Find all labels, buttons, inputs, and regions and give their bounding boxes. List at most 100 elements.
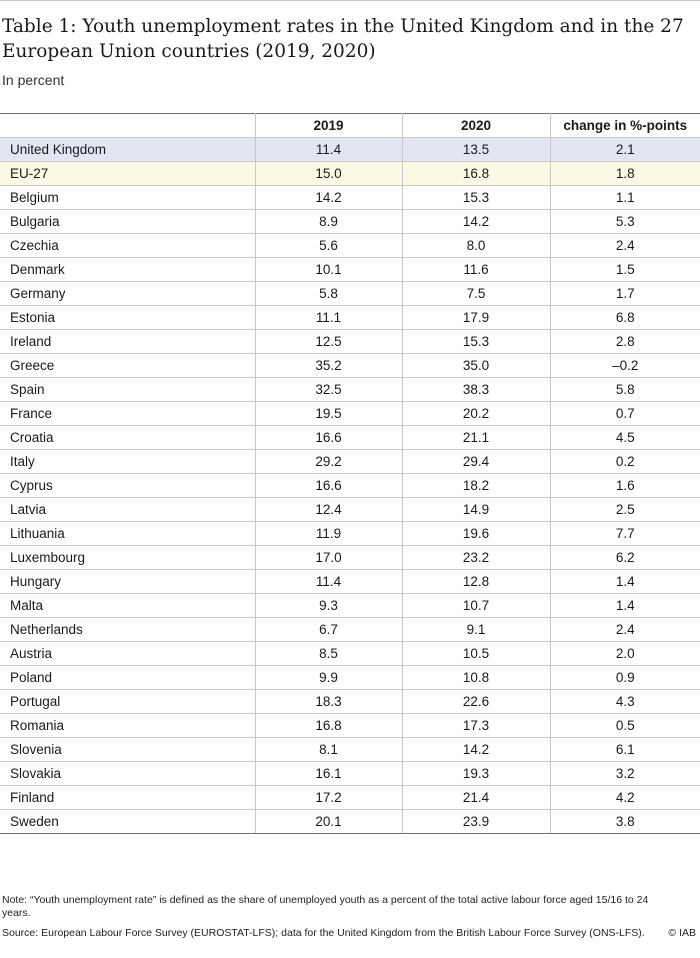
table-body: United Kingdom 11.4 13.5 2.1 EU-27 15.0 16.8 1.… (0, 137, 700, 834)
country-cell: Cyprus (0, 473, 256, 498)
country-cell: Bulgaria (0, 209, 256, 234)
country-cell: Malta (0, 593, 256, 618)
value-2019-cell: 12.4 (254, 497, 403, 522)
source-line: Source: European Labour Force Survey (EU… (2, 927, 645, 939)
change-cell: 1.8 (549, 161, 700, 186)
table-row: France 19.5 20.2 0.7 (0, 401, 700, 426)
change-cell: 7.7 (549, 521, 700, 546)
value-2019-cell: 16.8 (254, 713, 403, 738)
value-2020-cell: 38.3 (401, 377, 551, 402)
value-2020-cell: 10.7 (401, 593, 551, 618)
value-2020-cell: 14.9 (401, 497, 551, 522)
table-row: Bulgaria 8.9 14.2 5.3 (0, 209, 700, 234)
value-2020-cell: 17.9 (401, 305, 551, 330)
country-cell: Poland (0, 665, 256, 690)
table-row: Germany 5.8 7.5 1.7 (0, 281, 700, 306)
value-2019-cell: 18.3 (254, 689, 403, 714)
table-row: Lithuania 11.9 19.6 7.7 (0, 521, 700, 546)
country-cell: Belgium (0, 185, 256, 210)
table-row: United Kingdom 11.4 13.5 2.1 (0, 137, 700, 162)
table-subtitle: In percent (2, 72, 65, 88)
change-cell: 6.2 (549, 545, 700, 570)
value-2019-cell: 8.9 (254, 209, 403, 234)
change-cell: 2.1 (549, 137, 700, 162)
table-row: Finland 17.2 21.4 4.2 (0, 785, 700, 810)
change-cell: 2.0 (549, 641, 700, 666)
value-2019-cell: 19.5 (254, 401, 403, 426)
value-2020-cell: 15.3 (401, 185, 551, 210)
change-cell: –0.2 (549, 353, 700, 378)
change-cell: 6.8 (549, 305, 700, 330)
table-row: Spain 32.5 38.3 5.8 (0, 377, 700, 402)
value-2019-cell: 6.7 (254, 617, 403, 642)
country-cell: Germany (0, 281, 256, 306)
value-2019-cell: 15.0 (254, 161, 403, 186)
value-2019-cell: 8.5 (254, 641, 403, 666)
country-cell: Slovakia (0, 761, 256, 786)
value-2019-cell: 9.9 (254, 665, 403, 690)
table-row: Poland 9.9 10.8 0.9 (0, 665, 700, 690)
value-2019-cell: 16.6 (254, 425, 403, 450)
country-cell: Sweden (0, 809, 256, 834)
table-row: Romania 16.8 17.3 0.5 (0, 713, 700, 738)
change-cell: 1.4 (549, 569, 700, 594)
header-country (0, 113, 256, 138)
value-2020-cell: 22.6 (401, 689, 551, 714)
country-cell: Spain (0, 377, 256, 402)
table-row: Italy 29.2 29.4 0.2 (0, 449, 700, 474)
value-2020-cell: 9.1 (401, 617, 551, 642)
change-cell: 3.8 (549, 809, 700, 834)
value-2020-cell: 16.8 (401, 161, 551, 186)
value-2020-cell: 10.5 (401, 641, 551, 666)
value-2020-cell: 11.6 (401, 257, 551, 282)
value-2019-cell: 5.8 (254, 281, 403, 306)
value-2020-cell: 15.3 (401, 329, 551, 354)
change-cell: 3.2 (549, 761, 700, 786)
change-cell: 4.5 (549, 425, 700, 450)
value-2020-cell: 12.8 (401, 569, 551, 594)
footnote: Note: “Youth unemployment rate” is defin… (2, 894, 649, 919)
country-cell: Romania (0, 713, 256, 738)
value-2019-cell: 11.4 (254, 569, 403, 594)
value-2020-cell: 19.3 (401, 761, 551, 786)
country-cell: Latvia (0, 497, 256, 522)
table-row: Sweden 20.1 23.9 3.8 (0, 809, 700, 834)
change-cell: 0.9 (549, 665, 700, 690)
country-cell: Netherlands (0, 617, 256, 642)
country-cell: Czechia (0, 233, 256, 258)
value-2019-cell: 11.4 (254, 137, 403, 162)
country-cell: EU-27 (0, 161, 256, 186)
change-cell: 1.6 (549, 473, 700, 498)
country-cell: Hungary (0, 569, 256, 594)
value-2020-cell: 23.2 (401, 545, 551, 570)
value-2020-cell: 13.5 (401, 137, 551, 162)
value-2019-cell: 12.5 (254, 329, 403, 354)
change-cell: 2.4 (549, 233, 700, 258)
value-2019-cell: 16.1 (254, 761, 403, 786)
value-2019-cell: 17.2 (254, 785, 403, 810)
value-2019-cell: 11.1 (254, 305, 403, 330)
unemployment-table: 2019 2020 change in %-points United King… (0, 113, 700, 834)
table-title: Table 1: Youth unemployment rates in the… (2, 16, 684, 62)
change-cell: 0.2 (549, 449, 700, 474)
country-cell: Finland (0, 785, 256, 810)
table-row: Denmark 10.1 11.6 1.5 (0, 257, 700, 282)
value-2020-cell: 10.8 (401, 665, 551, 690)
header-row: 2019 2020 change in %-points (0, 113, 700, 138)
value-2020-cell: 20.2 (401, 401, 551, 426)
change-cell: 1.4 (549, 593, 700, 618)
value-2019-cell: 9.3 (254, 593, 403, 618)
header-2020: 2020 (401, 113, 551, 138)
value-2019-cell: 35.2 (254, 353, 403, 378)
country-cell: Greece (0, 353, 256, 378)
value-2020-cell: 7.5 (401, 281, 551, 306)
change-cell: 6.1 (549, 737, 700, 762)
value-2020-cell: 35.0 (401, 353, 551, 378)
table-row: Slovakia 16.1 19.3 3.2 (0, 761, 700, 786)
change-cell: 5.8 (549, 377, 700, 402)
value-2019-cell: 10.1 (254, 257, 403, 282)
value-2019-cell: 14.2 (254, 185, 403, 210)
change-cell: 5.3 (549, 209, 700, 234)
country-cell: United Kingdom (0, 137, 256, 162)
change-cell: 1.7 (549, 281, 700, 306)
